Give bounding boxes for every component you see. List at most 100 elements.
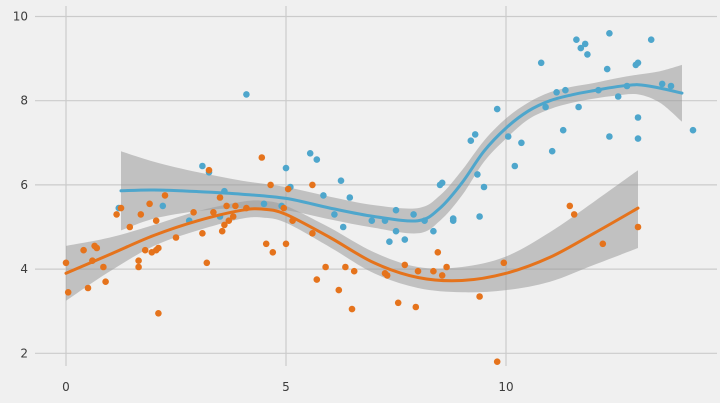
scatter-point bbox=[313, 276, 321, 283]
scatter-point bbox=[581, 40, 589, 48]
scatter-point bbox=[64, 289, 72, 296]
scatter-point bbox=[476, 293, 483, 300]
scatter-point bbox=[542, 103, 549, 111]
scatter-point bbox=[135, 263, 142, 271]
scatter-point bbox=[614, 93, 622, 100]
scatter-point bbox=[575, 103, 582, 111]
scatter-point bbox=[438, 272, 446, 279]
scatter-point bbox=[306, 150, 314, 157]
scatter-point bbox=[260, 200, 268, 208]
scatter-point bbox=[386, 238, 393, 245]
scatter-point bbox=[480, 183, 488, 191]
scatter-point bbox=[203, 259, 211, 267]
scatter-point bbox=[348, 305, 356, 313]
scatter-point bbox=[93, 244, 101, 252]
scatter-point bbox=[199, 162, 206, 170]
scatter-point bbox=[689, 126, 697, 134]
scatter-point bbox=[414, 267, 422, 275]
scatter-point bbox=[647, 36, 655, 43]
scatter-point bbox=[337, 177, 345, 184]
scatter-point bbox=[667, 82, 675, 90]
scatter-points bbox=[62, 30, 697, 366]
scatter-point bbox=[161, 192, 169, 199]
x-tick-label: 0 bbox=[62, 380, 70, 394]
scatter-point bbox=[117, 204, 125, 212]
scatter-point bbox=[159, 202, 167, 210]
scatter-point bbox=[573, 36, 580, 43]
scatter-point bbox=[476, 213, 483, 220]
smooth-line bbox=[119, 83, 684, 223]
scatter-point bbox=[434, 249, 442, 256]
scatter-point bbox=[80, 246, 87, 254]
scatter-point bbox=[155, 310, 162, 317]
scatter-point bbox=[562, 86, 569, 94]
scatter-point bbox=[282, 164, 290, 172]
scatter-point bbox=[634, 223, 642, 231]
confidence-band bbox=[66, 170, 638, 301]
scatter-point bbox=[229, 213, 237, 220]
scatter-point bbox=[102, 278, 109, 286]
scatter-point bbox=[282, 240, 290, 248]
scatter-point bbox=[599, 240, 607, 248]
scatter-point bbox=[216, 194, 224, 201]
scatter-point bbox=[474, 171, 481, 178]
scatter-point bbox=[126, 223, 134, 231]
scatter-point bbox=[553, 89, 560, 96]
scatter-point bbox=[190, 209, 197, 216]
scatter-point bbox=[199, 230, 206, 237]
y-tick-label: 2 bbox=[20, 346, 28, 360]
scatter-point bbox=[172, 234, 180, 241]
scatter-point bbox=[62, 259, 70, 267]
tick-labels: 2 4 6 8 10 0 5 10 bbox=[13, 10, 514, 395]
scatter-point bbox=[205, 166, 213, 174]
scatter-point bbox=[335, 286, 343, 294]
scatter-point bbox=[438, 179, 446, 187]
scatter-point bbox=[135, 257, 142, 265]
scatter-point bbox=[309, 230, 316, 237]
scatter-point bbox=[221, 221, 228, 229]
scatter-point bbox=[258, 154, 266, 161]
scatter-point bbox=[262, 240, 270, 248]
x-tick-label: 10 bbox=[498, 380, 513, 394]
scatter-point bbox=[430, 267, 437, 275]
scatter-point bbox=[383, 272, 391, 279]
confidence-bands bbox=[66, 64, 682, 301]
scatter-point bbox=[392, 227, 400, 235]
scatter-point bbox=[493, 105, 501, 113]
scatter-point bbox=[471, 131, 479, 138]
scatter-point bbox=[313, 156, 321, 163]
x-tick-label: 5 bbox=[282, 380, 290, 394]
scatter-point bbox=[137, 211, 145, 218]
scatter-point bbox=[394, 299, 402, 307]
scatter-point bbox=[606, 133, 613, 140]
scatter-point bbox=[401, 261, 409, 269]
scatter-point bbox=[467, 137, 475, 144]
scatter-point bbox=[152, 217, 160, 224]
scatter-point bbox=[634, 135, 642, 142]
scatter-point bbox=[280, 204, 288, 212]
scatter-point bbox=[412, 303, 420, 311]
scatter-point bbox=[504, 133, 512, 140]
scatter-point bbox=[410, 211, 417, 218]
scatter-point bbox=[269, 249, 277, 256]
scatter-point bbox=[449, 217, 457, 224]
scatter-point bbox=[392, 206, 400, 214]
scatter-point bbox=[346, 194, 354, 201]
scatter-point bbox=[232, 202, 239, 210]
smooth-lines bbox=[64, 83, 684, 283]
scatter-point bbox=[634, 114, 642, 121]
scatter-point bbox=[141, 246, 149, 254]
scatter-point bbox=[225, 217, 233, 224]
y-tick-label: 8 bbox=[20, 94, 28, 108]
scatter-point bbox=[322, 263, 329, 271]
scatter-point bbox=[331, 211, 338, 218]
scatter-point bbox=[243, 91, 250, 98]
scatter-point bbox=[566, 202, 574, 210]
scatter-point bbox=[537, 59, 545, 67]
scatter-point bbox=[570, 211, 578, 218]
confidence-band bbox=[121, 64, 682, 234]
scatter-point bbox=[342, 263, 349, 271]
scatter-point bbox=[401, 236, 409, 243]
scatter-point bbox=[146, 200, 153, 208]
